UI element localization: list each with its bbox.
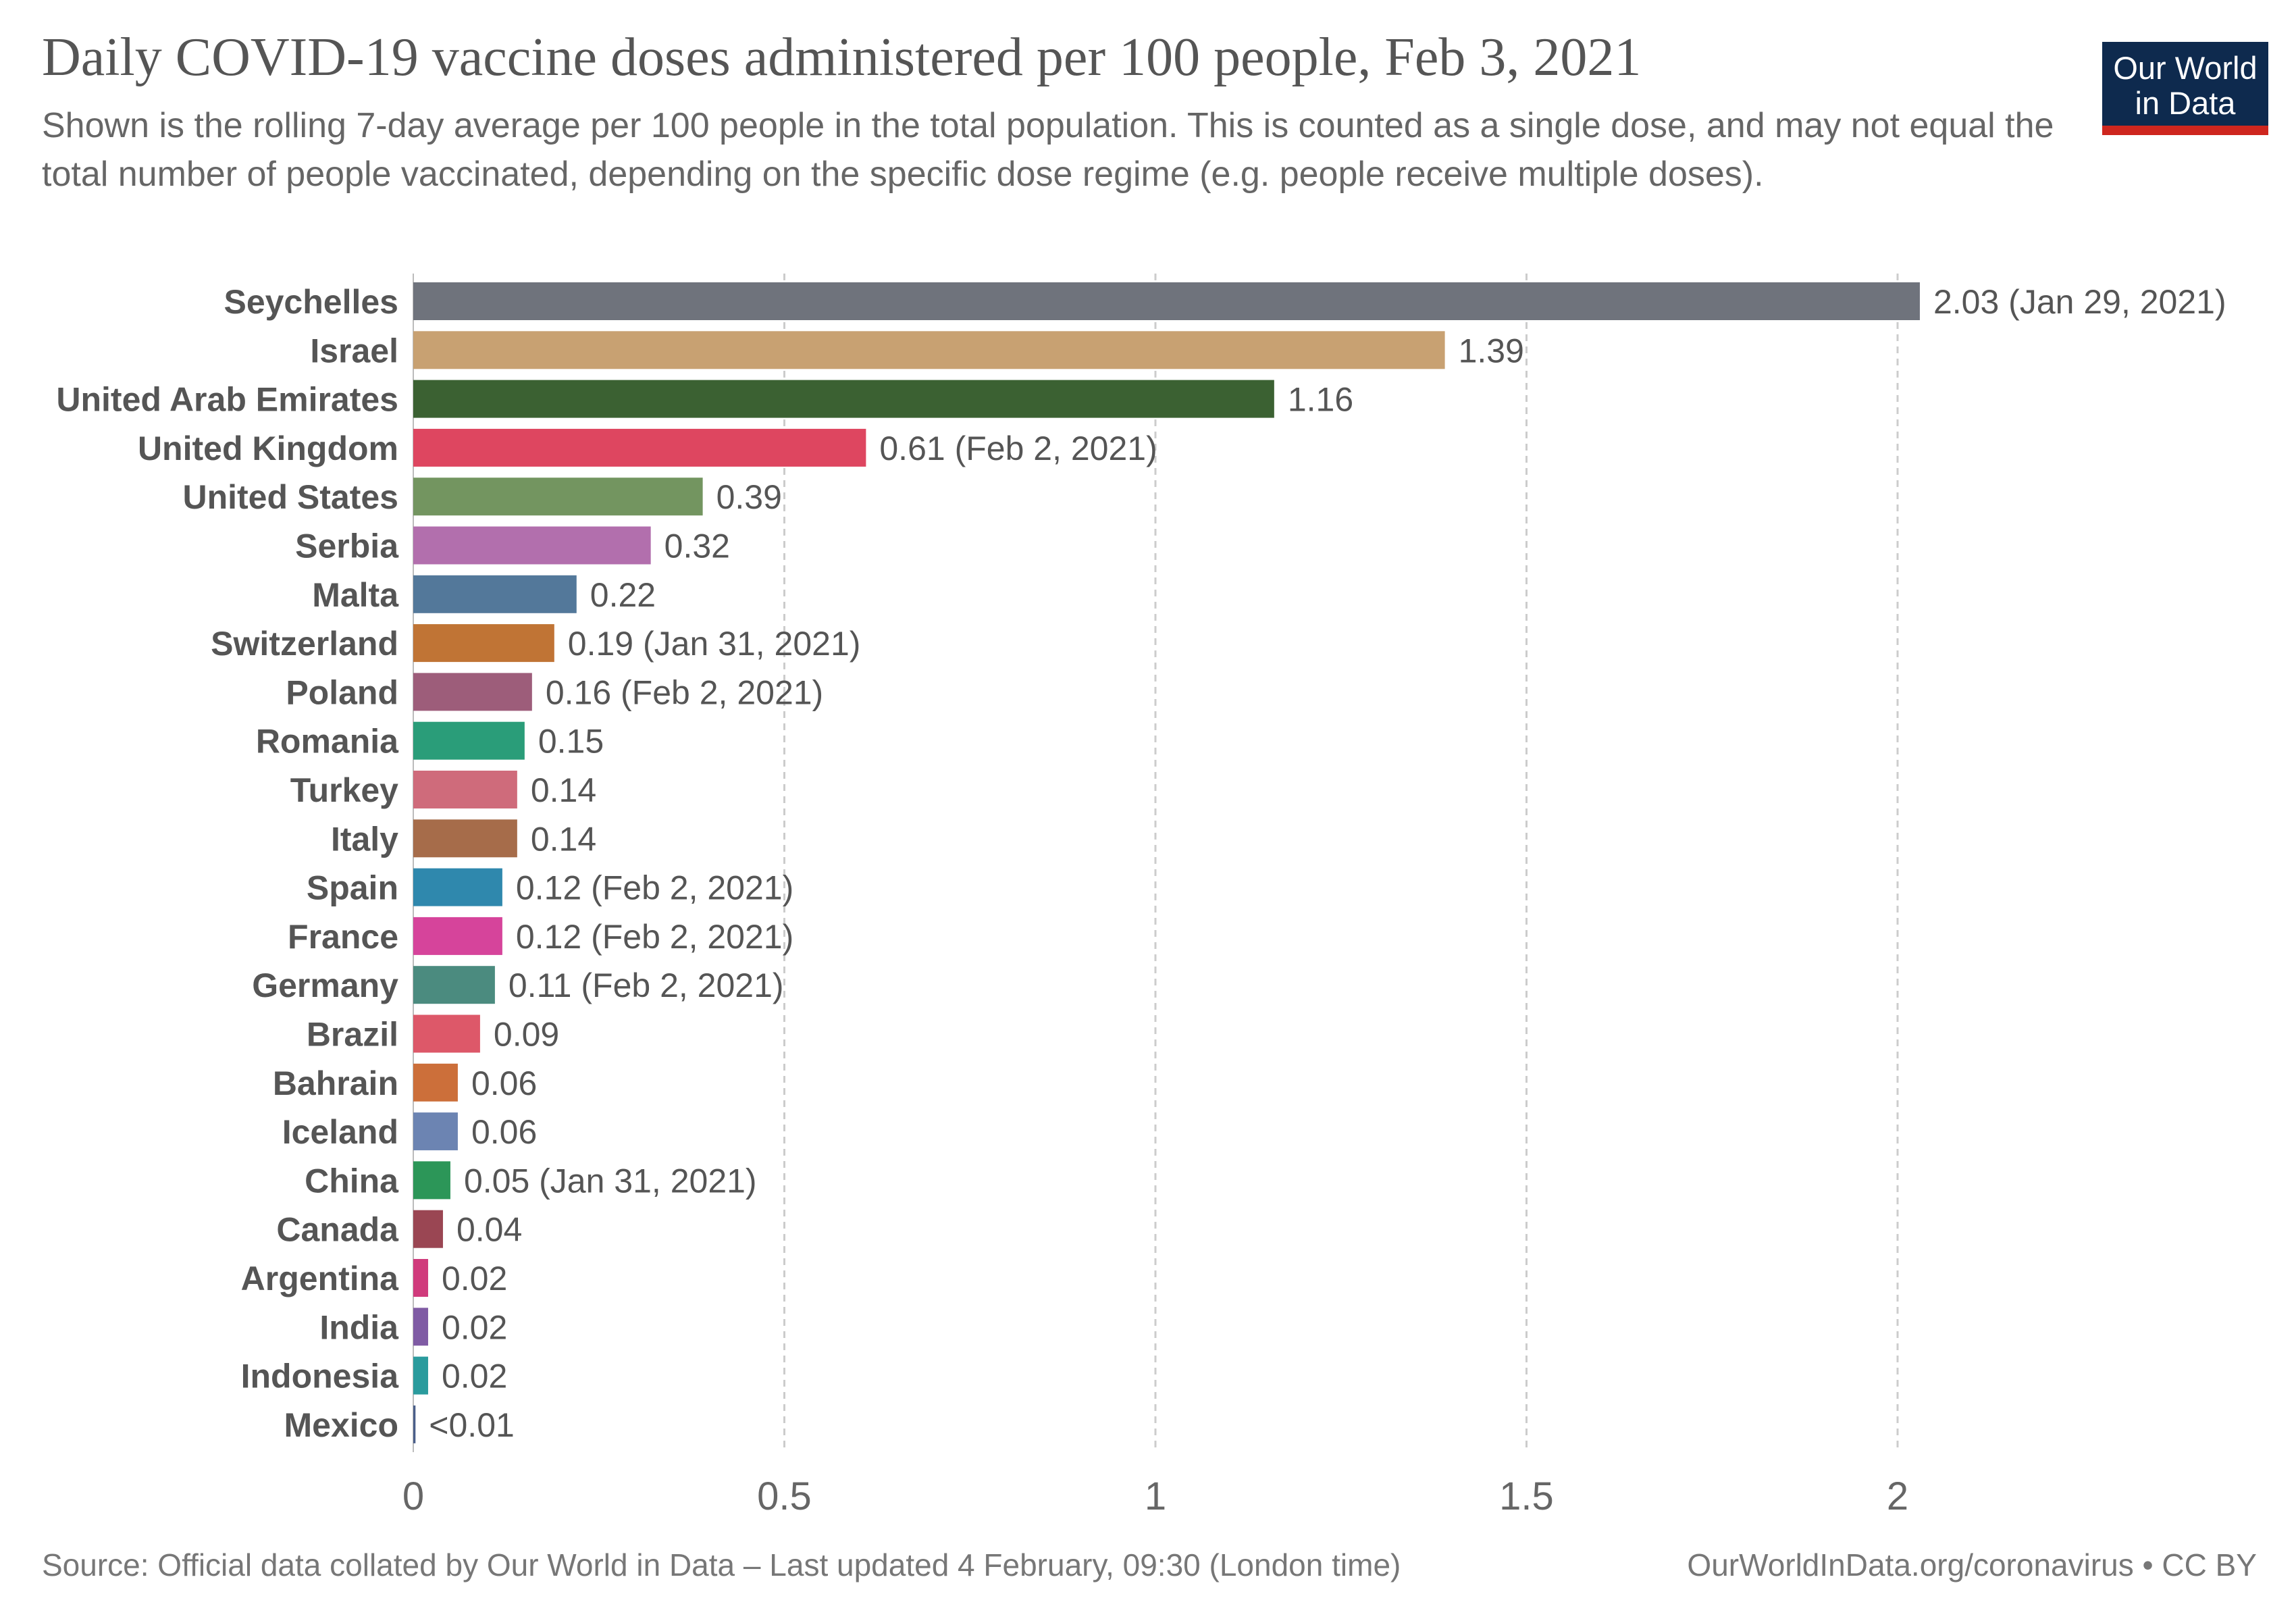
x-tick-label: 0.5: [757, 1474, 812, 1518]
category-label: Romania: [256, 723, 399, 761]
bar[interactable]: [413, 1259, 428, 1297]
source-note: Source: Official data collated by Our Wo…: [42, 1547, 1401, 1583]
footer-link[interactable]: OurWorldInData.org/coronavirus • CC BY: [1687, 1547, 2257, 1583]
bar[interactable]: [413, 331, 1445, 369]
category-label: United Arab Emirates: [56, 381, 398, 419]
category-label: Israel: [310, 332, 398, 369]
data-label: 0.19 (Jan 31, 2021): [568, 625, 861, 663]
category-label: United States: [182, 478, 398, 516]
category-label: Malta: [312, 576, 399, 614]
chart-title: Daily COVID-19 vaccine doses administere…: [42, 28, 1642, 87]
bar[interactable]: [413, 1112, 458, 1151]
value-labels: 2.03 (Jan 29, 2021) 1.39 1.16 0.61 (Feb 2, …: [429, 283, 2226, 1444]
bar[interactable]: [413, 673, 532, 711]
category-label: France: [288, 918, 398, 956]
data-label: 0.16 (Feb 2, 2021): [546, 673, 823, 711]
logo-accent-line: [2102, 126, 2268, 135]
data-label: 1.39: [1459, 332, 1524, 369]
bar[interactable]: [413, 428, 866, 467]
category-label: Germany: [252, 967, 398, 1004]
bar[interactable]: [413, 721, 525, 760]
category-label: Bahrain: [273, 1064, 398, 1102]
category-label: Switzerland: [211, 625, 398, 663]
category-label: Brazil: [307, 1016, 398, 1054]
category-label: India: [319, 1308, 399, 1346]
data-label: 0.14: [531, 820, 596, 858]
category-labels: Seychelles Israel United Arab Emirates Unit…: [56, 283, 399, 1444]
x-tick-label: 2: [1887, 1474, 1908, 1518]
category-label: China: [305, 1162, 399, 1200]
category-label: Argentina: [241, 1260, 400, 1297]
data-label: 0.22: [590, 576, 656, 614]
data-label: 0.02: [442, 1260, 507, 1297]
data-label: 0.11 (Feb 2, 2021): [508, 967, 784, 1004]
category-label: Italy: [331, 820, 398, 858]
bar[interactable]: [413, 380, 1274, 418]
data-label: 0.06: [471, 1113, 537, 1151]
data-label: 1.16: [1288, 381, 1353, 419]
logo-text: Our World in Data: [2113, 50, 2258, 121]
data-label: 0.09: [494, 1016, 559, 1054]
data-label: 0.04: [456, 1211, 522, 1249]
bar[interactable]: [413, 771, 517, 808]
data-label: 2.03 (Jan 29, 2021): [1933, 283, 2226, 321]
chart-subtitle: Shown is the rolling 7-day average per 1…: [42, 106, 2054, 194]
bar[interactable]: [413, 526, 651, 565]
data-label: 0.32: [664, 528, 730, 565]
category-label: Iceland: [282, 1113, 398, 1151]
data-label: 0.02: [442, 1308, 507, 1346]
bar[interactable]: [413, 819, 517, 858]
data-label: <0.01: [429, 1406, 515, 1444]
data-label: 0.39: [716, 478, 782, 516]
bar[interactable]: [413, 478, 703, 516]
grid-lines: [413, 274, 1899, 1452]
category-label: Turkey: [290, 771, 398, 809]
data-label: 0.06: [471, 1064, 537, 1102]
x-tick-label: 0: [402, 1474, 424, 1518]
data-label: 0.12 (Feb 2, 2021): [516, 918, 793, 956]
category-label: Mexico: [284, 1406, 398, 1444]
data-label: 0.02: [442, 1358, 507, 1395]
data-label: 0.61 (Feb 2, 2021): [879, 430, 1157, 467]
bar[interactable]: [413, 1161, 450, 1200]
bar[interactable]: [413, 917, 502, 955]
bar[interactable]: [413, 1405, 416, 1443]
bar[interactable]: [413, 966, 495, 1004]
bar[interactable]: [413, 575, 577, 613]
x-tick-label: 1: [1145, 1474, 1166, 1518]
category-label: United Kingdom: [138, 430, 398, 467]
category-label: Indonesia: [241, 1358, 400, 1395]
bar[interactable]: [413, 1210, 443, 1248]
bar[interactable]: [413, 1014, 480, 1053]
x-axis-ticks: 0 0.5 1 1.5 2: [402, 1474, 1908, 1518]
bar[interactable]: [413, 1308, 428, 1346]
data-label: 0.14: [531, 771, 596, 809]
bar[interactable]: [413, 624, 554, 663]
owid-logo[interactable]: Our World in Data: [2102, 42, 2268, 135]
bar[interactable]: [413, 1063, 458, 1102]
bar[interactable]: [413, 1356, 428, 1395]
category-label: Seychelles: [224, 283, 398, 321]
data-label: 0.05 (Jan 31, 2021): [464, 1162, 757, 1200]
data-label: 0.12 (Feb 2, 2021): [516, 869, 793, 907]
bar[interactable]: [413, 868, 502, 906]
x-tick-label: 1.5: [1499, 1474, 1554, 1518]
bars: [413, 282, 1920, 1443]
category-label: Canada: [276, 1211, 399, 1249]
category-label: Serbia: [295, 528, 399, 565]
data-label: 0.15: [538, 723, 604, 761]
category-label: Spain: [307, 869, 398, 907]
bar[interactable]: [413, 282, 1920, 320]
category-label: Poland: [286, 673, 398, 711]
